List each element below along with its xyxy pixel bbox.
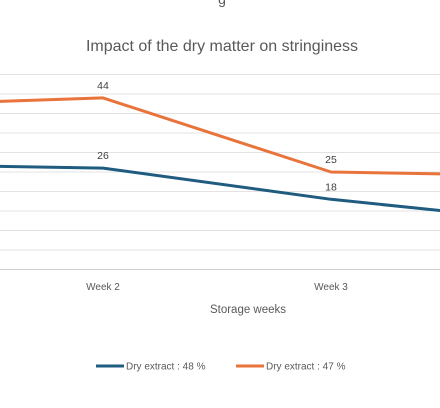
legend-label: Dry extract : 48 % bbox=[126, 362, 206, 373]
legend: Dry extract : 48 % Dry extract : 47 % bbox=[96, 362, 346, 373]
chart-title: Impact of the dry matter on stringiness bbox=[86, 38, 358, 55]
x-tick-label: Week 2 bbox=[86, 282, 120, 293]
x-tick-labels: Week 2 Week 3 bbox=[86, 282, 348, 293]
data-labels: 26 18 44 25 bbox=[97, 80, 337, 193]
series-line-2 bbox=[0, 96, 440, 176]
data-label: 26 bbox=[97, 150, 109, 162]
gridlines bbox=[0, 74, 440, 270]
series-line-1 bbox=[0, 164, 440, 212]
data-label: 44 bbox=[97, 80, 109, 92]
x-axis-title: Storage weeks bbox=[210, 304, 286, 316]
legend-label: Dry extract : 47 % bbox=[266, 362, 346, 373]
series-lines bbox=[0, 96, 440, 212]
data-label: 25 bbox=[325, 154, 337, 166]
x-tick-label: Week 3 bbox=[314, 282, 348, 293]
data-label: 18 bbox=[325, 181, 337, 193]
cropped-heading-fragment: g bbox=[218, 0, 226, 7]
